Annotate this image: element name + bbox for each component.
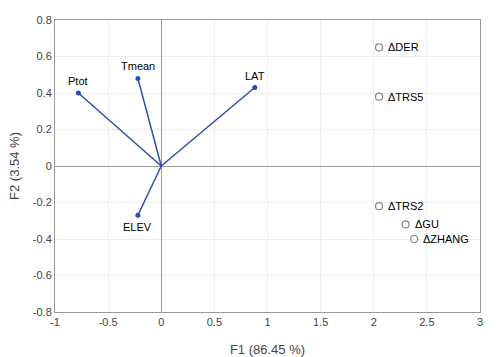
svg-text:0.8: 0.8: [37, 14, 52, 26]
svg-text:-0.2: -0.2: [33, 196, 52, 208]
svg-text:-0.6: -0.6: [33, 269, 52, 281]
svg-text:-0.4: -0.4: [33, 233, 52, 245]
svg-text:1: 1: [264, 316, 270, 328]
svg-text:-1: -1: [50, 316, 60, 328]
svg-text:-0.8: -0.8: [33, 306, 52, 318]
svg-text:Tmean: Tmean: [121, 60, 155, 72]
svg-text:0.6: 0.6: [37, 50, 52, 62]
svg-text:F2 (3.54 %): F2 (3.54 %): [7, 132, 22, 200]
svg-text:ΔGU: ΔGU: [415, 218, 439, 230]
svg-text:2: 2: [371, 316, 377, 328]
svg-text:ΔDER: ΔDER: [388, 41, 419, 53]
svg-text:0: 0: [46, 160, 52, 172]
svg-text:0: 0: [158, 316, 164, 328]
svg-text:0.4: 0.4: [37, 87, 52, 99]
svg-text:ELEV: ELEV: [123, 221, 152, 233]
svg-text:0.5: 0.5: [207, 316, 222, 328]
svg-text:1.5: 1.5: [313, 316, 328, 328]
svg-text:3: 3: [477, 316, 483, 328]
svg-text:ΔTRS5: ΔTRS5: [388, 91, 423, 103]
svg-text:LAT: LAT: [245, 70, 265, 82]
svg-text:ΔZHANG: ΔZHANG: [423, 233, 469, 245]
svg-text:Ptot: Ptot: [68, 75, 88, 87]
svg-text:-0.5: -0.5: [99, 316, 118, 328]
svg-text:ΔTRS2: ΔTRS2: [388, 200, 423, 212]
svg-text:0.2: 0.2: [37, 123, 52, 135]
svg-text:2.5: 2.5: [419, 316, 434, 328]
svg-text:F1 (86.45 %): F1 (86.45 %): [230, 342, 305, 357]
